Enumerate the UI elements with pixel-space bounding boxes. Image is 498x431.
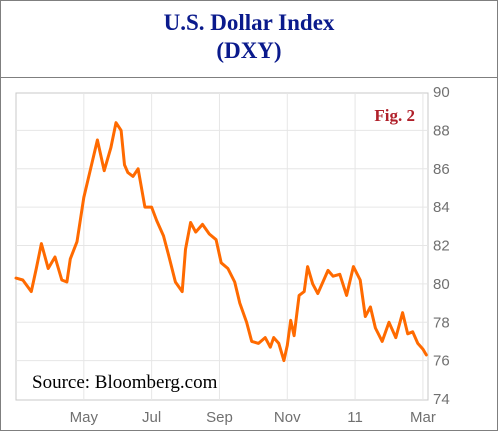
y-tick-label: 90: [433, 84, 450, 101]
title-box: U.S. Dollar Index (DXY): [1, 1, 497, 78]
y-tick-label: 80: [433, 276, 450, 293]
y-tick-label: 74: [433, 391, 450, 408]
y-tick-label: 78: [433, 314, 450, 331]
chart-title-line2: (DXY): [216, 38, 282, 63]
x-tick-label: Mar: [410, 409, 436, 426]
x-tick-label: Jul: [142, 409, 161, 426]
plot-area: [15, 92, 429, 401]
figure-annotation: Fig. 2: [374, 106, 415, 125]
x-tick-label: 11: [347, 409, 363, 426]
y-axis-ticks: 90 88 86 84 82 80 78 76 74: [433, 84, 450, 408]
y-tick-label: 84: [433, 199, 450, 216]
x-axis-ticks: May Jul Sep Nov 11 Mar: [70, 409, 436, 426]
gridlines: [16, 93, 428, 400]
y-tick-label: 82: [433, 238, 450, 255]
chart-title-line1: U.S. Dollar Index: [163, 10, 335, 35]
x-tick-label: Nov: [274, 409, 301, 426]
x-tick-label: Sep: [206, 409, 233, 426]
y-tick-label: 86: [433, 161, 450, 178]
x-tick-label: May: [70, 409, 99, 426]
y-tick-label: 88: [433, 122, 450, 139]
y-tick-label: 76: [433, 353, 450, 370]
series-line-dxy: [14, 121, 428, 363]
source-note: Source: Bloomberg.com: [32, 372, 218, 393]
